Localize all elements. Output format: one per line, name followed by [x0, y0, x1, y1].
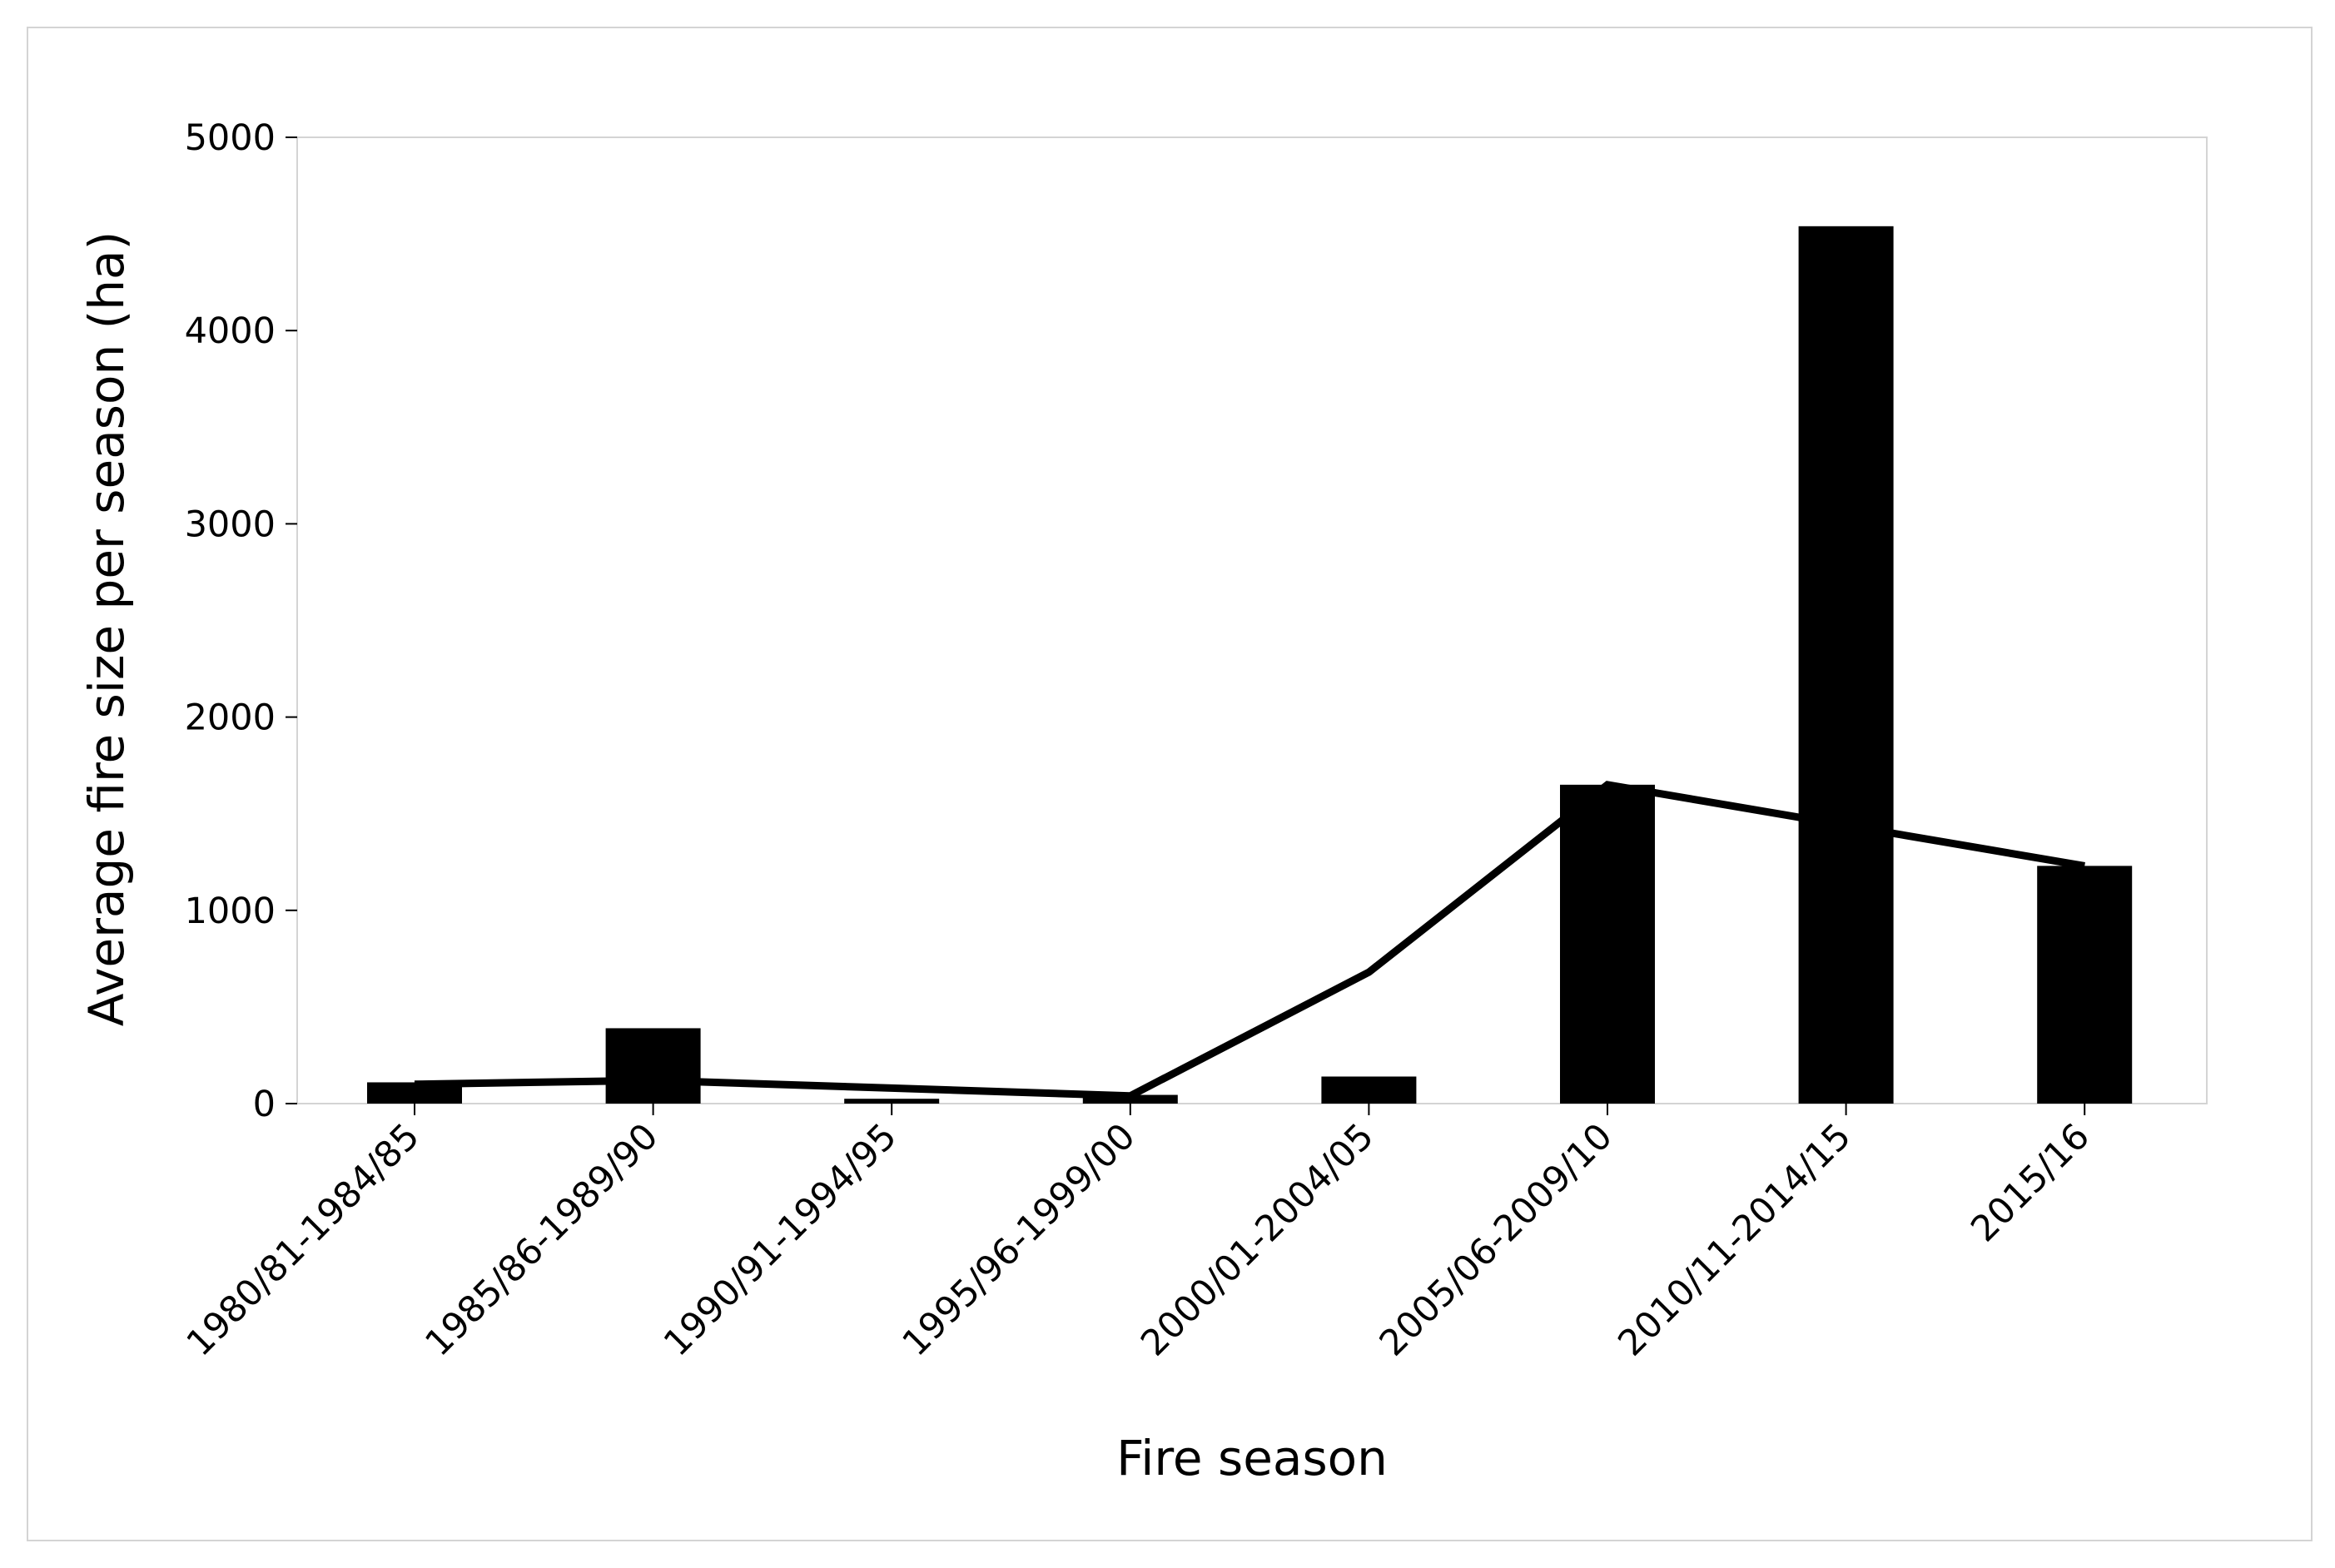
y-tick-label-5: 5000: [185, 117, 276, 159]
trend-line: [414, 781, 2085, 1100]
plot-border: [296, 136, 2208, 1104]
y-tick-label-3: 3000: [185, 504, 276, 545]
bar-7: [2037, 866, 2133, 1104]
x-tick-label-3: 1995/96-1999/00: [895, 1115, 1144, 1364]
bar-6: [1798, 226, 1894, 1104]
x-tick-label-6: 2010/11-2014/15: [1610, 1115, 1859, 1364]
y-tick-label-2: 2000: [185, 697, 276, 739]
y-tick-label-1: 1000: [185, 891, 276, 932]
plot-area: [296, 136, 2208, 1104]
bar-2: [844, 1099, 940, 1104]
bar-5: [1560, 784, 1655, 1104]
x-tick-label-7: 2015/16: [1963, 1115, 2098, 1250]
y-tick-label-0: 0: [253, 1084, 276, 1125]
x-tick-label-5: 2005/06-2009/10: [1372, 1115, 1621, 1364]
x-tick-label-1: 1985/86-1989/90: [417, 1115, 666, 1364]
x-tick-label-2: 1990/91-1994/95: [656, 1115, 905, 1364]
bars-layer: [367, 226, 2133, 1104]
y-axis-title: Average fire size per season (ha): [78, 231, 135, 1026]
y-tick-label-4: 4000: [185, 310, 276, 352]
x-tick-label-4: 2000/01-2004/05: [1133, 1115, 1382, 1364]
trend-line-layer: [414, 781, 2085, 1100]
y-axis: 0 1000 2000 3000 4000 5000: [185, 117, 297, 1125]
bar-4: [1321, 1076, 1417, 1104]
x-axis: 1980/81-1984/851985/86-1989/901990/91-19…: [179, 1104, 2098, 1364]
bar-1: [605, 1028, 701, 1104]
x-tick-label-0: 1980/81-1984/85: [179, 1115, 428, 1364]
x-axis-title: Fire season: [1116, 1430, 1388, 1486]
